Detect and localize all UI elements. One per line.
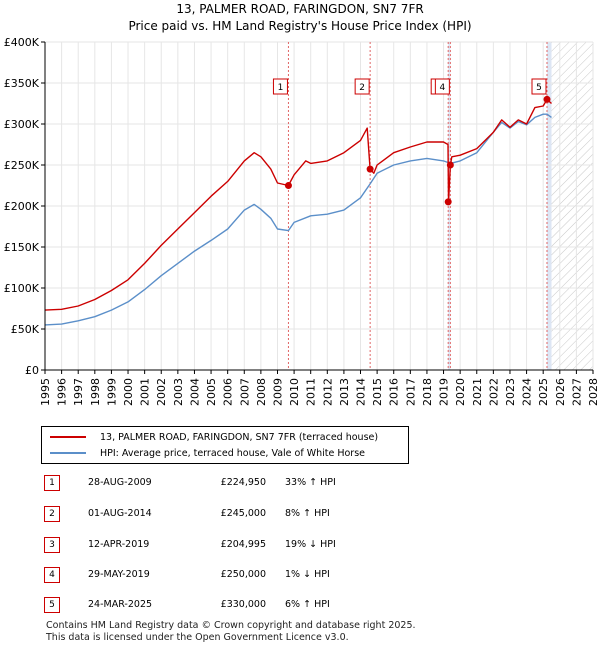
y-tick-label: £50K	[11, 323, 40, 336]
chart-title: 13, PALMER ROAD, FARINGDON, SN7 7FR	[176, 2, 424, 16]
x-tick-label: 1999	[105, 378, 118, 406]
transaction-label-box	[531, 78, 547, 95]
y-tick-label: £200K	[4, 200, 40, 213]
legend-swatch-property	[50, 436, 86, 438]
transaction-date: 28-AUG-2009	[88, 477, 152, 488]
transaction-point	[543, 95, 551, 103]
x-tick-label: 2004	[188, 378, 201, 406]
x-tick-label: 2028	[587, 378, 600, 406]
hpi-line	[44, 113, 552, 326]
transaction-date: 29-MAY-2019	[88, 569, 150, 580]
legend-item-hpi: HPI: Average price, terraced house, Vale…	[50, 445, 365, 461]
transaction-date: 01-AUG-2014	[88, 508, 152, 519]
y-tick-label: £400K	[4, 36, 40, 49]
transaction-point	[366, 165, 374, 173]
price-chart: 12345 £0£50K£100K£150K£200K£250K£300K£35…	[4, 36, 600, 406]
legend-item-property: 13, PALMER ROAD, FARINGDON, SN7 7FR (ter…	[50, 429, 378, 445]
x-tick-label: 1997	[72, 378, 85, 406]
transaction-price: £204,995	[220, 539, 266, 550]
x-tick-label: 2016	[388, 378, 401, 406]
table-row: 3 12-APR-2019 £204,995 19% ↓ HPI	[0, 537, 600, 555]
x-tick-label: 2007	[238, 378, 251, 406]
transaction-date: 12-APR-2019	[88, 539, 150, 550]
footer-licence: This data is licensed under the Open Gov…	[46, 632, 349, 643]
x-tick-label: 2027	[570, 378, 583, 406]
x-tick-label: 2025	[537, 378, 550, 406]
table-row: 5 24-MAR-2025 £330,000 6% ↑ HPI	[0, 597, 600, 615]
transaction-number: 5	[44, 597, 60, 613]
transaction-price: £224,950	[220, 477, 266, 488]
y-tick-label: £300K	[4, 118, 40, 131]
table-row: 4 29-MAY-2019 £250,000 1% ↓ HPI	[0, 567, 600, 585]
y-tick-label: £250K	[4, 159, 40, 172]
x-tick-label: 2018	[421, 378, 434, 406]
x-tick-label: 2001	[139, 378, 152, 406]
transaction-label: 1	[278, 83, 284, 93]
x-tick-label: 2014	[355, 378, 368, 406]
x-tick-label: 2012	[321, 378, 334, 406]
legend-swatch-hpi	[50, 452, 86, 454]
legend-label-property: 13, PALMER ROAD, FARINGDON, SN7 7FR (ter…	[100, 431, 379, 443]
transaction-hpi-diff: 19% ↓ HPI	[285, 539, 336, 550]
transaction-hpi-diff: 1% ↓ HPI	[285, 569, 330, 580]
x-tick-label: 2020	[454, 378, 467, 406]
x-tick-label: 1998	[89, 378, 102, 406]
x-tick-label: 2024	[521, 378, 534, 406]
x-tick-label: 2023	[504, 378, 517, 406]
transaction-price: £250,000	[220, 569, 266, 580]
transaction-label: 5	[536, 83, 542, 93]
x-tick-label: 2005	[205, 378, 218, 406]
x-tick-label: 2002	[155, 378, 168, 406]
x-tick-label: 2009	[271, 378, 284, 406]
x-tick-label: 1996	[56, 378, 69, 406]
transaction-date: 24-MAR-2025	[88, 599, 153, 610]
transaction-hpi-diff: 8% ↑ HPI	[285, 508, 330, 519]
x-tick-label: 2019	[438, 378, 451, 406]
transaction-hpi-diff: 33% ↑ HPI	[285, 477, 336, 488]
y-tick-label: £350K	[4, 77, 40, 90]
x-tick-label: 2022	[487, 378, 500, 406]
table-row: 1 28-AUG-2009 £224,950 33% ↑ HPI	[0, 475, 600, 493]
x-tick-label: 2015	[371, 378, 384, 406]
x-tick-label: 2006	[222, 378, 235, 406]
property-price-line	[44, 98, 552, 311]
chart-subtitle: Price paid vs. HM Land Registry's House …	[128, 19, 472, 33]
transaction-number: 4	[44, 567, 60, 583]
transaction-label-box	[354, 78, 370, 95]
x-tick-label: 2026	[554, 378, 567, 406]
transaction-label-box	[434, 78, 450, 95]
x-tick-label: 2010	[288, 378, 301, 406]
x-tick-label: 2011	[305, 378, 318, 406]
x-tick-label: 2017	[404, 378, 417, 406]
transaction-point	[444, 198, 452, 206]
y-tick-label: £150K	[4, 241, 40, 254]
x-tick-label: 1995	[39, 378, 52, 406]
transaction-number: 2	[44, 506, 60, 522]
transaction-number: 1	[44, 475, 60, 491]
transaction-price: £330,000	[220, 599, 266, 610]
transaction-number: 3	[44, 537, 60, 553]
y-tick-label: £0	[25, 364, 39, 377]
transaction-price: £245,000	[220, 508, 266, 519]
x-tick-label: 2021	[471, 378, 484, 406]
x-tick-label: 2000	[122, 378, 135, 406]
transaction-point	[446, 161, 454, 169]
transaction-point	[284, 182, 292, 190]
x-tick-label: 2008	[255, 378, 268, 406]
footer-copyright: Contains HM Land Registry data © Crown c…	[46, 620, 416, 631]
transaction-label: 2	[359, 83, 365, 93]
x-tick-label: 2013	[338, 378, 351, 406]
transaction-hpi-diff: 6% ↑ HPI	[285, 599, 330, 610]
y-tick-label: £100K	[4, 282, 40, 295]
x-tick-label: 2003	[172, 378, 185, 406]
legend-label-hpi: HPI: Average price, terraced house, Vale…	[100, 447, 366, 459]
transaction-label: 4	[439, 83, 445, 93]
transaction-label-box	[272, 78, 288, 95]
table-row: 2 01-AUG-2014 £245,000 8% ↑ HPI	[0, 506, 600, 524]
chart-legend: 13, PALMER ROAD, FARINGDON, SN7 7FR (ter…	[41, 426, 409, 464]
